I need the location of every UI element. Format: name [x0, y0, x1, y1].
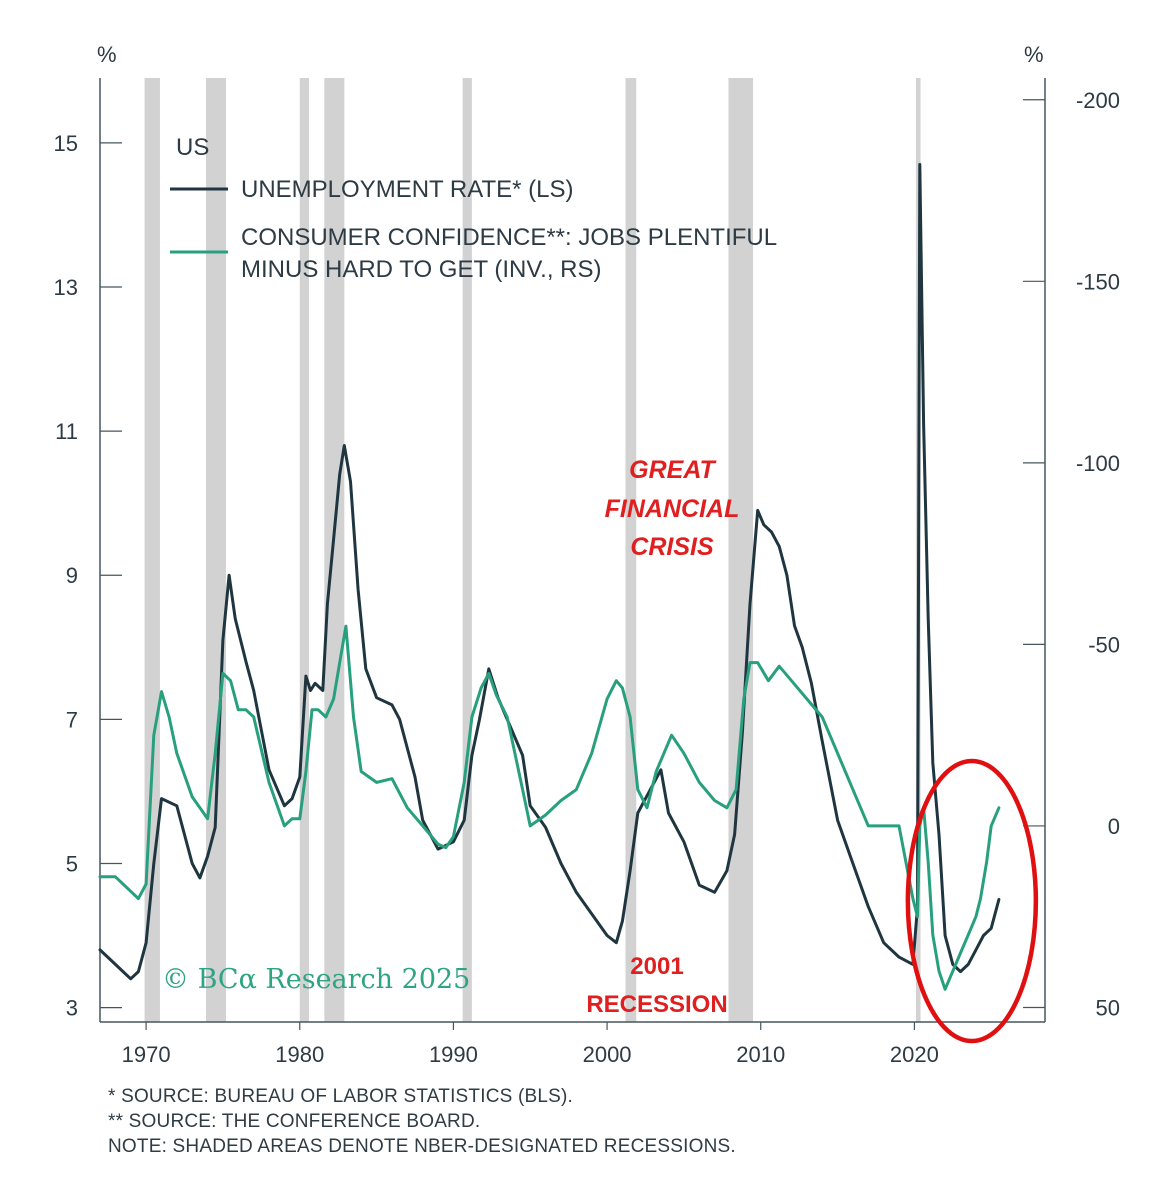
legend-title: US — [176, 134, 209, 161]
legend-label-confidence-line1: CONSUMER CONFIDENCE**: JOBS PLENTIFUL — [241, 224, 777, 251]
recession-band — [144, 78, 160, 1022]
left-tick-label: 9 — [66, 563, 78, 588]
x-tick-label: 2010 — [736, 1042, 785, 1067]
unemployment-rate-line — [98, 163, 1001, 981]
x-axis: 1970 1980 1990 2000 2010 2020 — [122, 1022, 939, 1067]
left-tick-label: 5 — [66, 851, 78, 876]
recession-band — [324, 78, 345, 1022]
right-tick-label: 50 — [1096, 995, 1120, 1020]
recession-band — [299, 78, 309, 1022]
left-axis-unit: % — [97, 42, 117, 67]
chart-canvas: % 3 5 7 9 11 13 15 % -200 -150 -100 -50 0 50 1970 1980… — [54, 42, 1120, 1067]
footnote-conference-board: ** SOURCE: THE CONFERENCE BOARD. — [108, 1111, 481, 1132]
x-tick-label: 1990 — [429, 1042, 478, 1067]
legend: US UNEMPLOYMENT RATE* (LS) CONSUMER CONFID… — [170, 134, 777, 283]
recession-2001-annotation-line: 2001 — [630, 953, 683, 980]
recession-2001-annotation-line: RECESSION — [586, 991, 727, 1018]
legend-label-confidence-line2: MINUS HARD TO GET (INV., RS) — [241, 256, 602, 283]
x-tick-label: 2020 — [890, 1042, 939, 1067]
gfc-annotation-line: CRISIS — [630, 533, 714, 561]
right-tick-label: -200 — [1076, 88, 1120, 113]
footnotes: * SOURCE: BUREAU OF LABOR STATISTICS (BL… — [108, 1084, 736, 1159]
x-tick-label: 1970 — [122, 1042, 171, 1067]
legend-label-unemployment: UNEMPLOYMENT RATE* (LS) — [241, 176, 574, 203]
right-tick-label: -150 — [1076, 269, 1120, 294]
left-tick-label: 13 — [54, 275, 78, 300]
gfc-annotation-line: GREAT — [629, 456, 717, 484]
x-tick-label: 2000 — [583, 1042, 632, 1067]
recession-bands — [144, 78, 921, 1022]
recession-band — [728, 78, 754, 1022]
footnote-bls: * SOURCE: BUREAU OF LABOR STATISTICS (BL… — [108, 1086, 574, 1107]
right-tick-label: -100 — [1076, 451, 1120, 476]
gfc-annotation-line: FINANCIAL — [605, 495, 740, 523]
consumer-confidence-line — [98, 624, 1001, 991]
left-tick-label: 15 — [54, 131, 78, 156]
recession-band — [625, 78, 637, 1022]
recession-band — [462, 78, 472, 1022]
left-axis: % 3 5 7 9 11 13 15 — [54, 42, 122, 1021]
footnote-recession-note: NOTE: SHADED AREAS DENOTE NBER-DESIGNATE… — [108, 1136, 736, 1157]
series-lines — [98, 163, 1001, 991]
left-tick-label: 3 — [66, 996, 78, 1021]
left-tick-label: 11 — [55, 419, 78, 444]
left-tick-label: 7 — [66, 707, 78, 732]
x-tick-label: 1980 — [275, 1042, 324, 1067]
right-tick-label: -50 — [1088, 632, 1120, 657]
highlight-ellipse — [905, 758, 1039, 1044]
plot-frame — [99, 78, 1046, 1023]
right-axis: % -200 -150 -100 -50 0 50 — [1023, 42, 1120, 1020]
recession-band — [206, 78, 226, 1022]
right-tick-label: 0 — [1108, 814, 1120, 839]
right-axis-unit: % — [1024, 42, 1044, 67]
annotations: GREAT FINANCIAL CRISIS 2001 RECESSION © BCα R… — [162, 456, 1039, 1044]
watermark-text: © BCα Research 2025 — [162, 964, 470, 995]
